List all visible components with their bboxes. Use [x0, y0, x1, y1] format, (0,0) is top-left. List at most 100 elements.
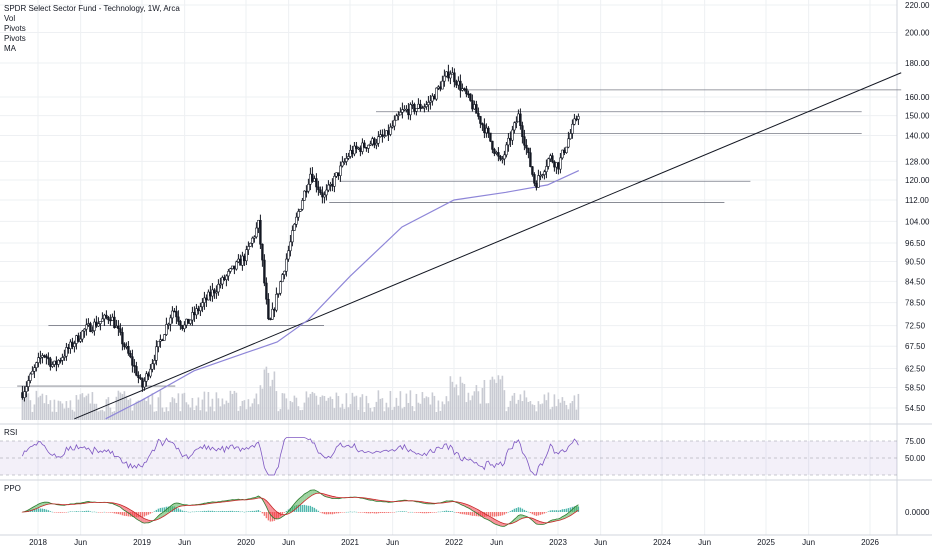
price-bar	[299, 208, 302, 212]
price-bar	[353, 142, 356, 157]
price-bar-body	[457, 80, 460, 86]
ppo-hist-bar	[405, 511, 408, 513]
ppo-hist-bar	[377, 512, 380, 514]
volume-bar	[43, 403, 46, 420]
ppo-hist-bar	[551, 510, 554, 512]
price-bar	[499, 154, 502, 162]
price-bar	[101, 312, 104, 322]
price-bar	[393, 115, 396, 131]
price-bar	[533, 172, 536, 187]
price-bar	[333, 172, 336, 193]
volume-bar	[437, 400, 440, 420]
volume-bar	[209, 406, 212, 420]
volume-bar	[561, 397, 564, 420]
volume-bar	[439, 410, 442, 420]
price-bar	[151, 359, 154, 373]
price-bar-body	[341, 161, 344, 167]
price-bar-body	[539, 175, 542, 177]
ppo-hist-bar	[183, 511, 186, 512]
price-bar-body	[401, 109, 404, 113]
price-bar	[59, 357, 62, 364]
price-bar	[479, 115, 482, 129]
price-bar	[91, 326, 94, 334]
volume-bar	[555, 406, 558, 420]
price-bar-body	[235, 261, 238, 270]
ppo-hist-bar	[525, 510, 528, 512]
indicator-pivots-2[interactable]: Pivots	[4, 34, 26, 43]
price-bar	[205, 294, 208, 307]
price-bar-body	[125, 345, 128, 348]
price-bar-body	[463, 88, 466, 90]
volume-bar	[159, 390, 162, 420]
x-tick-9: Jun	[490, 538, 503, 547]
ppo-hist-bar	[69, 511, 72, 512]
price-bar-body	[221, 277, 224, 285]
price-bar	[143, 377, 146, 391]
indicator-pivots-1[interactable]: Pivots	[4, 24, 26, 33]
price-bar	[57, 359, 60, 368]
volume-bar	[45, 395, 48, 420]
price-bar	[43, 354, 46, 359]
price-bar-body	[227, 271, 230, 277]
price-bar-body	[99, 321, 102, 324]
price-bar-body	[361, 142, 364, 152]
price-bar-body	[297, 211, 300, 218]
price-bar-body	[283, 270, 286, 275]
price-bar-body	[449, 73, 452, 79]
x-tick-4: 2020	[237, 538, 255, 547]
ppo-hist-bar	[261, 512, 264, 514]
volume-bar	[127, 399, 130, 420]
volume-bar	[227, 402, 230, 420]
ppo-hist-bar	[105, 512, 108, 513]
price-bar	[277, 292, 280, 298]
ppo-hist-bar	[53, 512, 56, 513]
ppo-hist-bar	[217, 511, 220, 512]
ppo-hist-bar	[213, 511, 216, 512]
ppo-hist-bar	[345, 511, 348, 513]
price-bar	[171, 306, 174, 324]
y-tick-17: 58.50	[905, 384, 926, 393]
price-bar-body	[423, 106, 426, 109]
price-bar	[531, 166, 534, 177]
indicator-vol[interactable]: Vol	[4, 14, 16, 23]
x-tick-6: 2021	[341, 538, 359, 547]
ppo-fill-segment	[480, 511, 483, 517]
ppo-fill-segment	[518, 514, 521, 521]
volume-bar	[459, 376, 462, 420]
price-bar	[517, 109, 520, 123]
volume-bar	[135, 401, 138, 420]
ppo-fill-segment	[276, 511, 279, 519]
indicator-ma[interactable]: MA	[4, 44, 16, 53]
volume-bar	[379, 398, 382, 420]
price-bar	[119, 323, 122, 336]
price-bar-body	[63, 355, 66, 358]
price-bar	[371, 136, 374, 147]
price-bar-body	[195, 308, 198, 316]
price-bar-body	[571, 123, 574, 134]
price-bar-body	[503, 154, 506, 160]
price-bar	[549, 153, 552, 162]
price-bar	[149, 364, 152, 379]
price-bar	[463, 87, 466, 92]
price-bar	[427, 96, 430, 112]
volume-bar	[427, 397, 430, 420]
price-bar-body	[89, 323, 92, 332]
price-bar	[111, 313, 114, 321]
price-bar	[249, 242, 252, 247]
volume-bar	[105, 399, 108, 420]
ppo-fill-segment	[300, 495, 303, 505]
ppo-hist-bar	[403, 511, 406, 512]
ppo-hist-bar	[449, 511, 452, 512]
y-tick-16: 62.50	[905, 364, 926, 373]
volume-bar	[39, 395, 42, 420]
volume-bar	[453, 387, 456, 420]
price-bar	[165, 317, 168, 336]
price-bar	[571, 119, 574, 139]
price-bar	[521, 121, 524, 144]
price-bar-body	[123, 343, 126, 348]
price-bar-body	[455, 81, 458, 86]
ppo-hist-bar	[113, 512, 116, 514]
volume-bar	[447, 401, 450, 420]
price-bar-body	[111, 316, 114, 321]
